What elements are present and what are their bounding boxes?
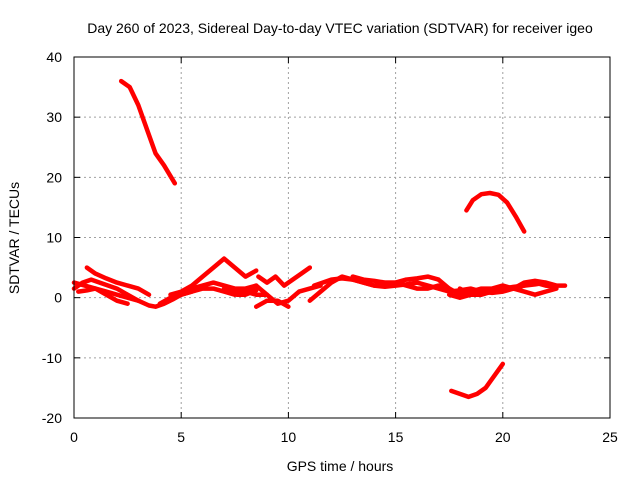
x-tick-label: 0 <box>70 429 78 445</box>
y-axis-title: SDTVAR / TECUs <box>6 182 22 294</box>
y-tick-label: 10 <box>46 230 62 246</box>
y-tick-label: 20 <box>46 169 62 185</box>
series-line-12 <box>256 265 313 288</box>
series-line-6 <box>84 265 152 297</box>
y-tick-label: 30 <box>46 109 62 125</box>
series-line-3 <box>449 361 506 400</box>
series-line-2 <box>464 190 527 234</box>
y-tick-label: -20 <box>42 410 62 426</box>
series-line-1 <box>118 78 178 186</box>
grid-lines <box>74 57 610 418</box>
series-line-17 <box>350 274 463 297</box>
chart-title: Day 260 of 2023, Sidereal Day-to-day VTE… <box>87 20 593 36</box>
x-axis-title: GPS time / hours <box>287 458 394 474</box>
x-tick-labels: 0 5 10 15 20 25 <box>70 429 618 445</box>
y-tick-labels: -20 -10 0 10 20 30 40 <box>42 49 62 426</box>
y-tick-label: 40 <box>46 49 62 65</box>
axis-ticks <box>73 56 611 419</box>
y-tick-label: -10 <box>42 350 62 366</box>
series-line-14 <box>221 283 323 306</box>
series-line-7 <box>76 286 141 303</box>
series-line-8 <box>168 256 259 297</box>
series-line-19 <box>457 286 559 297</box>
x-tick-label: 20 <box>495 429 511 445</box>
x-tick-label: 25 <box>602 429 618 445</box>
data-series-group <box>71 78 568 400</box>
x-tick-label: 10 <box>281 429 297 445</box>
x-tick-label: 15 <box>388 429 404 445</box>
y-tick-label: 0 <box>54 290 62 306</box>
x-tick-label: 5 <box>177 429 185 445</box>
